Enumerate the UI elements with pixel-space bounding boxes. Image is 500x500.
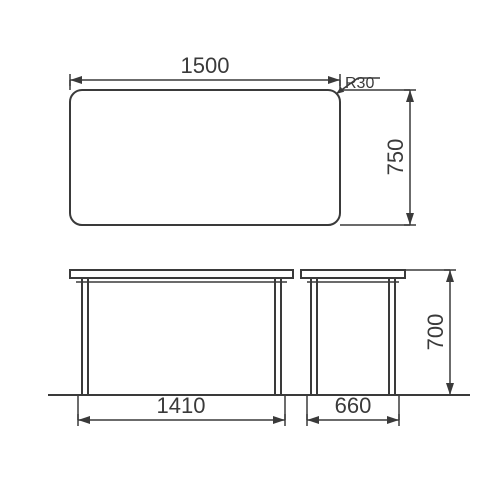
side-view-tabletop xyxy=(301,270,405,278)
technical-drawing: 1500 750 R30 1410 660 700 xyxy=(0,0,500,500)
side-view-leg-left xyxy=(311,278,317,395)
side-view-leg-right xyxy=(389,278,395,395)
dim-side-width: 660 xyxy=(335,393,372,418)
dim-top-width: 1500 xyxy=(181,53,230,78)
front-view-leg-left xyxy=(82,278,88,395)
top-view-tabletop xyxy=(70,90,340,225)
dim-corner-radius: R30 xyxy=(345,75,374,92)
dim-side-height: 700 xyxy=(423,314,448,351)
dim-front-width: 1410 xyxy=(157,393,206,418)
front-view-tabletop xyxy=(70,270,293,278)
dim-top-depth: 750 xyxy=(383,139,408,176)
front-view-leg-right xyxy=(275,278,281,395)
